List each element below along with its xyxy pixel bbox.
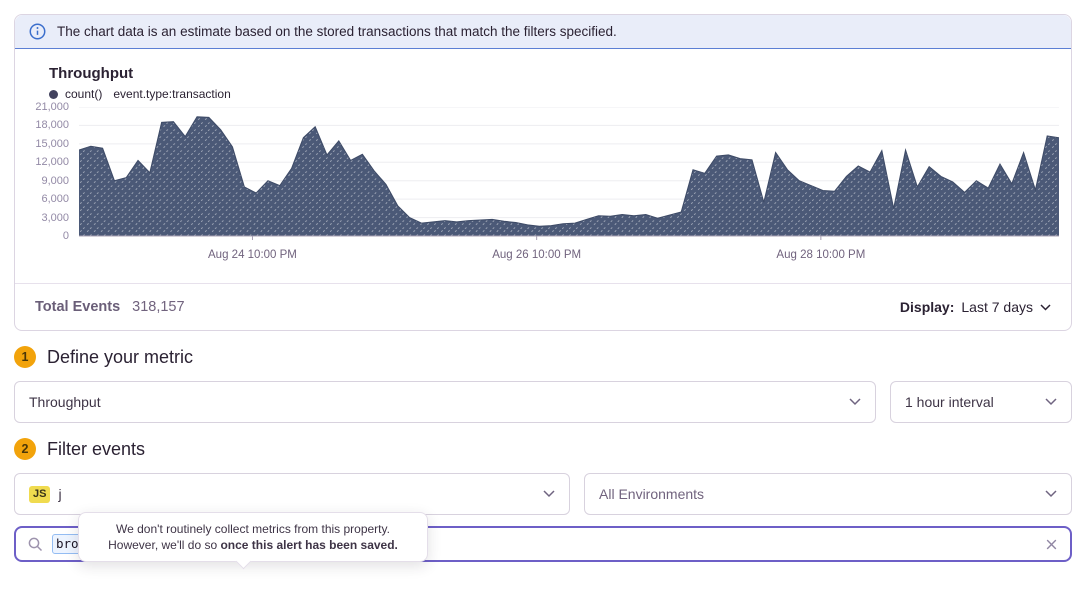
display-period-dropdown[interactable]: Display: Last 7 days: [900, 299, 1051, 315]
tooltip-line-1: We don't routinely collect metrics from …: [116, 522, 390, 536]
y-axis-label: 12,000: [35, 156, 69, 169]
display-label: Display:: [899, 299, 955, 315]
metric-select-value: Throughput: [29, 394, 101, 410]
project-select[interactable]: JS j: [14, 473, 570, 515]
series-line: [79, 117, 1059, 226]
chevron-down-icon: [849, 398, 861, 406]
y-axis: 21,000 18,000 15,000 12,000 9,000 6,000 3,000 0: [25, 101, 73, 242]
display-value: Last 7 days: [961, 299, 1033, 315]
x-axis-label: Aug 26 10:00 PM: [492, 249, 582, 261]
chart-section: Throughput count() event.type:transactio…: [15, 49, 1071, 277]
y-axis-label: 3,000: [41, 211, 69, 224]
y-axis-label: 15,000: [35, 137, 69, 150]
metric-select[interactable]: Throughput: [14, 381, 876, 423]
chart-legend: count() event.type:transaction: [49, 87, 1059, 101]
project-select-value: j: [58, 486, 62, 502]
y-axis-label: 9,000: [41, 174, 69, 187]
total-events-value: 318,157: [132, 299, 185, 315]
throughput-area-chart: [79, 107, 1059, 241]
step-1-badge: 1: [14, 346, 36, 368]
section-define-metric: 1 Define your metric: [14, 346, 1072, 368]
info-icon: [29, 23, 46, 40]
search-icon: [28, 537, 43, 551]
interval-select[interactable]: 1 hour interval: [890, 381, 1072, 423]
chart-plot-area: Aug 24 10:00 PM Aug 26 10:00 PM Aug 28 10:…: [79, 107, 1059, 275]
y-axis-label: 21,000: [35, 101, 69, 113]
y-axis-label: 0: [62, 230, 69, 242]
javascript-platform-icon: JS: [29, 485, 51, 503]
section-filter-events: 2 Filter events: [14, 438, 1072, 460]
environment-select[interactable]: All Environments: [584, 473, 1072, 515]
section-1-title: Define your metric: [47, 346, 194, 367]
total-events: Total Events 318,157: [35, 299, 185, 315]
area-series: [79, 116, 1059, 236]
chart-panel-footer: Total Events 318,157 Display: Last 7 day…: [15, 283, 1071, 330]
clear-search-button[interactable]: [1045, 538, 1058, 551]
step-2-badge: 2: [14, 438, 36, 460]
legend-query-label: event.type:transaction: [113, 87, 231, 101]
total-events-label: Total Events: [35, 299, 121, 315]
environment-select-value: All Environments: [599, 486, 705, 502]
chart-panel: The chart data is an estimate based on t…: [14, 14, 1072, 331]
chevron-down-icon: [543, 490, 555, 498]
tooltip-arrow: [235, 553, 252, 570]
close-icon: [1046, 539, 1057, 549]
interval-select-value: 1 hour interval: [905, 394, 994, 410]
x-axis: [79, 236, 1059, 240]
legend-series-label: count(): [65, 87, 103, 101]
chart-title: Throughput: [49, 65, 134, 82]
metrics-collection-tooltip: We don't routinely collect metrics from …: [78, 512, 428, 570]
y-axis-label: 18,000: [35, 119, 69, 132]
section-2-title: Filter events: [47, 438, 146, 459]
info-banner: The chart data is an estimate based on t…: [15, 15, 1071, 49]
chevron-down-icon: [1045, 490, 1057, 498]
y-axis-label: 6,000: [41, 193, 69, 206]
x-axis-label: Aug 24 10:00 PM: [208, 249, 297, 261]
tooltip-line-2: However, we'll do so once this alert has…: [108, 538, 398, 552]
series-color-dot: [49, 89, 58, 99]
banner-text: The chart data is an estimate based on t…: [57, 24, 617, 39]
chevron-down-icon: [1045, 398, 1057, 406]
chevron-down-icon: [1040, 303, 1051, 311]
chart-body: 21,000 18,000 15,000 12,000 9,000 6,000 3,000 0: [25, 101, 1059, 275]
x-axis-label: Aug 28 10:00 PM: [776, 249, 866, 261]
